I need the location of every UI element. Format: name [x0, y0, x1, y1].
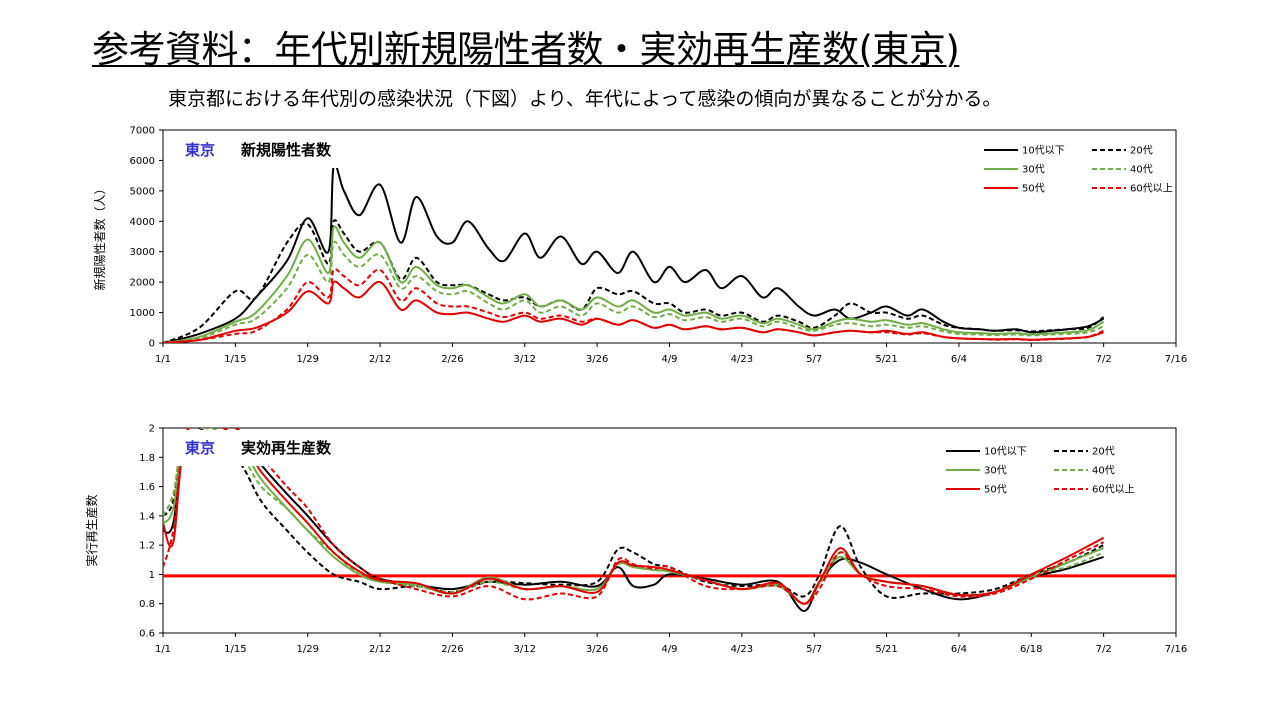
- y-axis: 0.6 0.8 1 1.2 1.4 1.6 1.8 2: [139, 424, 163, 640]
- y-axis: 0 1000 2000 3000 4000 5000 6000 7000: [130, 126, 163, 350]
- legend-label-1: 20代: [1130, 145, 1153, 157]
- y-tick-label: 2: [149, 424, 155, 435]
- x-tick-label: 5/7: [806, 644, 822, 655]
- x-tick-label: 2/26: [441, 354, 463, 365]
- title-badge: [173, 132, 378, 168]
- x-tick-label: 6/4: [951, 354, 967, 365]
- y-tick-label: 1.2: [139, 541, 155, 552]
- x-tick-label: 7/2: [1096, 354, 1112, 365]
- series-group: [163, 428, 1105, 612]
- y-tick-label: 5000: [130, 186, 155, 197]
- x-tick-label: 7/16: [1165, 644, 1187, 655]
- page-title: 参考資料：年代別新規陽性者数・実効再生産数(東京): [92, 28, 960, 71]
- x-tick-label: 7/2: [1096, 644, 1112, 655]
- x-tick-label: 1/29: [296, 644, 318, 655]
- chart-region-label: 東京: [185, 439, 215, 457]
- series-line-5: [163, 428, 1105, 605]
- x-tick-label: 6/18: [1020, 644, 1042, 655]
- x-tick-label: 1/29: [296, 354, 318, 365]
- series-line-1: [163, 219, 1105, 343]
- legend-label-0: 10代以下: [1022, 145, 1065, 157]
- x-tick-label: 4/9: [661, 354, 677, 365]
- legend-label-4: 50代: [984, 484, 1007, 496]
- y-tick-label: 6000: [130, 156, 155, 167]
- y-tick-label: 0.8: [139, 599, 155, 610]
- x-tick-label: 2/26: [441, 644, 463, 655]
- y-tick-label: 3000: [130, 247, 155, 258]
- legend-label-3: 40代: [1092, 465, 1115, 477]
- legend-label-2: 30代: [1022, 164, 1045, 176]
- x-tick-label: 4/23: [731, 644, 753, 655]
- chart-region-label: 東京: [185, 141, 215, 159]
- y-tick-label: 7000: [130, 126, 155, 137]
- series-line-4: [163, 280, 1104, 343]
- y-tick-label: 2000: [130, 278, 155, 289]
- x-tick-label: 5/21: [875, 644, 897, 655]
- legend-label-1: 20代: [1092, 446, 1115, 458]
- x-tick-label: 1/15: [224, 644, 246, 655]
- legend-label-2: 30代: [984, 465, 1007, 477]
- series-line-2: [163, 225, 1105, 343]
- legend-label-0: 10代以下: [984, 446, 1027, 458]
- y-tick-label: 1000: [130, 308, 155, 319]
- legend-label-5: 60代以上: [1130, 183, 1173, 195]
- x-tick-label: 6/4: [951, 644, 967, 655]
- legend-label-4: 50代: [1022, 183, 1045, 195]
- x-tick-label: 4/23: [731, 354, 753, 365]
- y-tick-label: 1: [149, 570, 155, 581]
- x-tick-label: 1/1: [155, 354, 171, 365]
- series-line-1: [163, 428, 1105, 599]
- chart-effective-reproduction-number: 0.6 0.8 1 1.2 1.4 1.6 1.8 2 1/1 1/15 1/29 2/12 2/26 3…: [84, 424, 1187, 656]
- series-group: [163, 163, 1105, 343]
- x-tick-label: 3/26: [586, 644, 608, 655]
- series-line-3: [163, 240, 1104, 343]
- y-tick-label: 1.6: [139, 482, 155, 493]
- x-tick-label: 5/21: [875, 354, 897, 365]
- x-tick-label: 4/9: [661, 644, 677, 655]
- x-tick-label: 5/7: [806, 354, 822, 365]
- x-tick-label: 3/26: [586, 354, 608, 365]
- x-tick-label: 7/16: [1165, 354, 1187, 365]
- x-tick-label: 3/12: [514, 644, 536, 655]
- legend-label-5: 60代以上: [1092, 484, 1135, 496]
- legend: 10代以下 20代 30代 40代 50代 60代以上: [946, 446, 1135, 496]
- y-tick-label: 4000: [130, 217, 155, 228]
- title-badge: [173, 430, 378, 466]
- y-axis-label: 新規陽性者数（人）: [92, 182, 107, 290]
- y-tick-label: 0.6: [139, 629, 155, 640]
- series-line-4: [163, 428, 1105, 605]
- chart-title: 実効再生産数: [241, 439, 332, 457]
- x-axis: 1/1 1/15 1/29 2/12 2/26 3/12 3/26 4/9 4/23 5/7 5/2…: [155, 343, 1187, 365]
- series-line-0: [163, 428, 1104, 612]
- y-tick-label: 1.8: [139, 453, 155, 464]
- x-tick-label: 2/12: [369, 644, 391, 655]
- legend-label-3: 40代: [1130, 164, 1153, 176]
- x-tick-label: 1/15: [224, 354, 246, 365]
- x-tick-label: 6/18: [1020, 354, 1042, 365]
- chart-new-positive-by-age: 0 1000 2000 3000 4000 5000 6000 7000 1/1 1/15 1/29…: [92, 126, 1187, 366]
- x-tick-label: 3/12: [514, 354, 536, 365]
- chart-title: 新規陽性者数: [241, 141, 332, 159]
- x-axis: 1/1 1/15 1/29 2/12 2/26 3/12 3/26 4/9 4/23 5/7 5/2…: [155, 633, 1187, 655]
- y-tick-label: 1.4: [139, 511, 155, 522]
- legend: 10代以下 20代 30代 40代 50代 60代以上: [984, 145, 1173, 195]
- x-tick-label: 2/12: [369, 354, 391, 365]
- y-axis-label: 実行再生産数: [84, 494, 99, 566]
- page-subtitle: 東京都における年代別の感染状況（下図）より、年代によって感染の傾向が異なることが…: [168, 88, 1002, 110]
- x-tick-label: 1/1: [155, 644, 171, 655]
- y-tick-label: 0: [149, 339, 155, 350]
